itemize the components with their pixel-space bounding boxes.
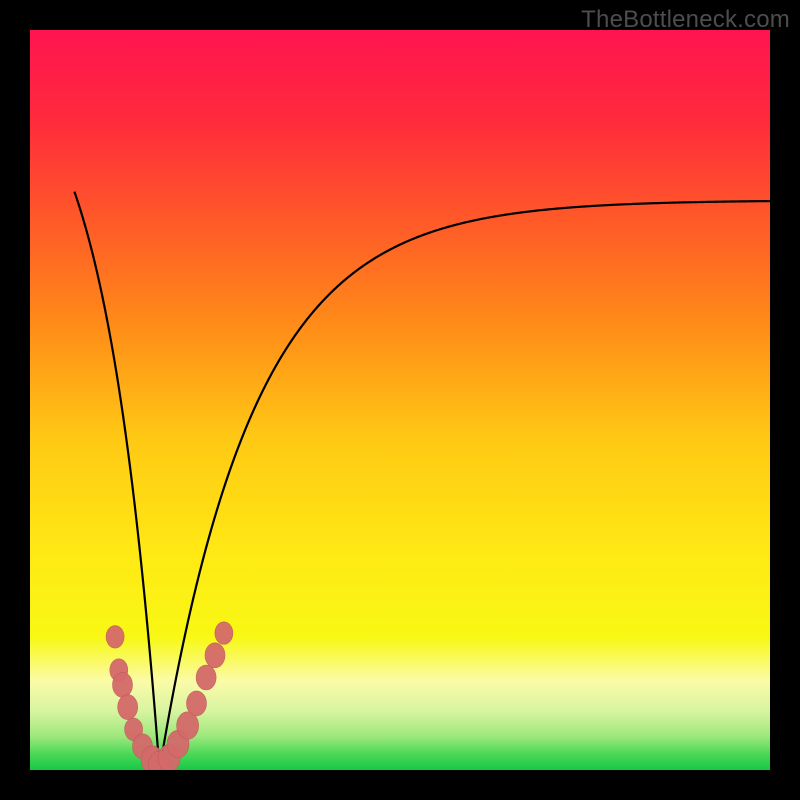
data-marker <box>113 672 133 697</box>
bottleneck-chart <box>0 0 800 800</box>
watermark-text: TheBottleneck.com <box>581 6 790 34</box>
data-marker <box>215 622 233 645</box>
data-marker <box>118 695 138 720</box>
data-marker <box>106 626 124 649</box>
data-marker <box>187 691 207 716</box>
chart-stage: TheBottleneck.com <box>0 0 800 800</box>
data-marker <box>196 665 216 690</box>
gradient-background <box>30 30 770 770</box>
data-marker <box>205 643 225 668</box>
